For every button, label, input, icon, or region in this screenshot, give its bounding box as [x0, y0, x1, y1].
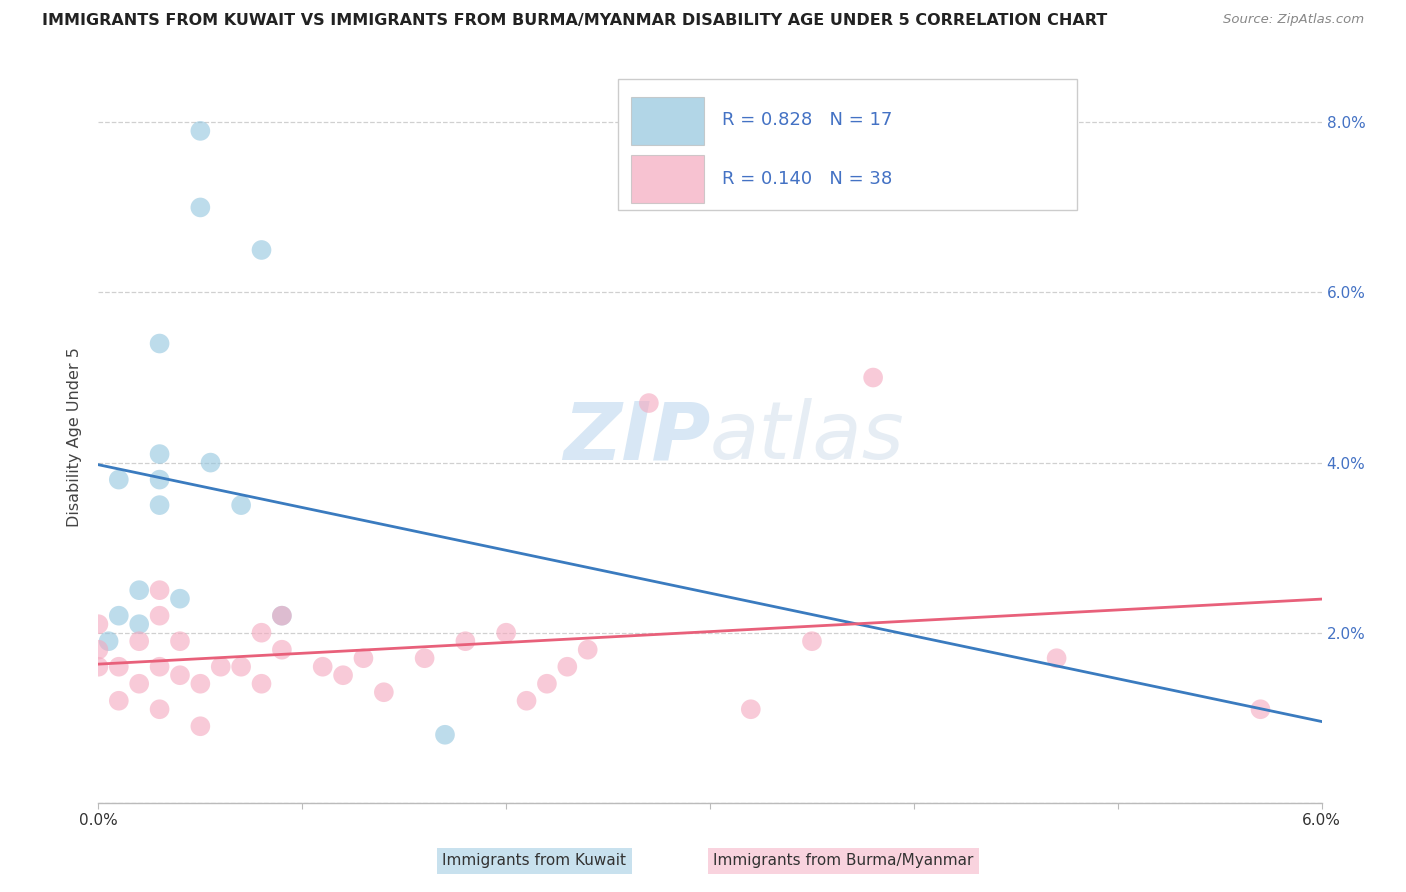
Point: [188, 719, 212, 733]
Text: R = 0.140   N = 38: R = 0.140 N = 38: [723, 169, 893, 188]
Text: IMMIGRANTS FROM KUWAIT VS IMMIGRANTS FROM BURMA/MYANMAR DISABILITY AGE UNDER 5 C: IMMIGRANTS FROM KUWAIT VS IMMIGRANTS FRO…: [42, 13, 1108, 29]
Point: [87, 659, 110, 673]
Point: [311, 659, 335, 673]
Point: [250, 677, 273, 691]
Point: [373, 685, 395, 699]
Point: [231, 498, 253, 512]
Point: [128, 583, 150, 598]
Point: [149, 608, 172, 623]
Point: [149, 447, 172, 461]
Point: [1249, 702, 1271, 716]
Point: [454, 634, 477, 648]
Text: R = 0.828   N = 17: R = 0.828 N = 17: [723, 112, 893, 129]
Point: [413, 651, 436, 665]
FancyBboxPatch shape: [630, 155, 704, 203]
Point: [270, 608, 292, 623]
Point: [169, 591, 191, 606]
Point: [555, 659, 579, 673]
Point: [270, 608, 292, 623]
Point: [97, 634, 120, 648]
Point: [108, 473, 131, 487]
Point: [862, 370, 884, 384]
Point: [209, 659, 232, 673]
Point: [188, 201, 212, 215]
Point: [1045, 651, 1069, 665]
Point: [108, 694, 131, 708]
Point: [433, 728, 456, 742]
Point: [128, 634, 150, 648]
Point: [250, 243, 273, 257]
Point: [149, 583, 172, 598]
Point: [536, 677, 558, 691]
Point: [128, 617, 150, 632]
Point: [637, 396, 661, 410]
Point: [188, 677, 212, 691]
Point: [87, 617, 110, 632]
Point: [149, 473, 172, 487]
Text: Immigrants from Burma/Myanmar: Immigrants from Burma/Myanmar: [713, 854, 974, 868]
Point: [188, 124, 212, 138]
Point: [128, 677, 150, 691]
Text: ZIP: ZIP: [562, 398, 710, 476]
Point: [516, 694, 538, 708]
Point: [149, 659, 172, 673]
Point: [352, 651, 374, 665]
Point: [576, 642, 599, 657]
Point: [740, 702, 762, 716]
Point: [231, 659, 253, 673]
Point: [200, 456, 222, 470]
Point: [149, 498, 172, 512]
Text: Source: ZipAtlas.com: Source: ZipAtlas.com: [1223, 13, 1364, 27]
FancyBboxPatch shape: [619, 78, 1077, 211]
Point: [270, 642, 292, 657]
Point: [169, 634, 191, 648]
Text: Immigrants from Kuwait: Immigrants from Kuwait: [443, 854, 626, 868]
Point: [169, 668, 191, 682]
Point: [332, 668, 354, 682]
Point: [495, 625, 517, 640]
Point: [801, 634, 824, 648]
Point: [149, 702, 172, 716]
Point: [108, 659, 131, 673]
Point: [108, 608, 131, 623]
Point: [250, 625, 273, 640]
Text: atlas: atlas: [710, 398, 905, 476]
FancyBboxPatch shape: [630, 97, 704, 145]
Point: [87, 642, 110, 657]
Point: [149, 336, 172, 351]
Y-axis label: Disability Age Under 5: Disability Age Under 5: [67, 347, 83, 527]
